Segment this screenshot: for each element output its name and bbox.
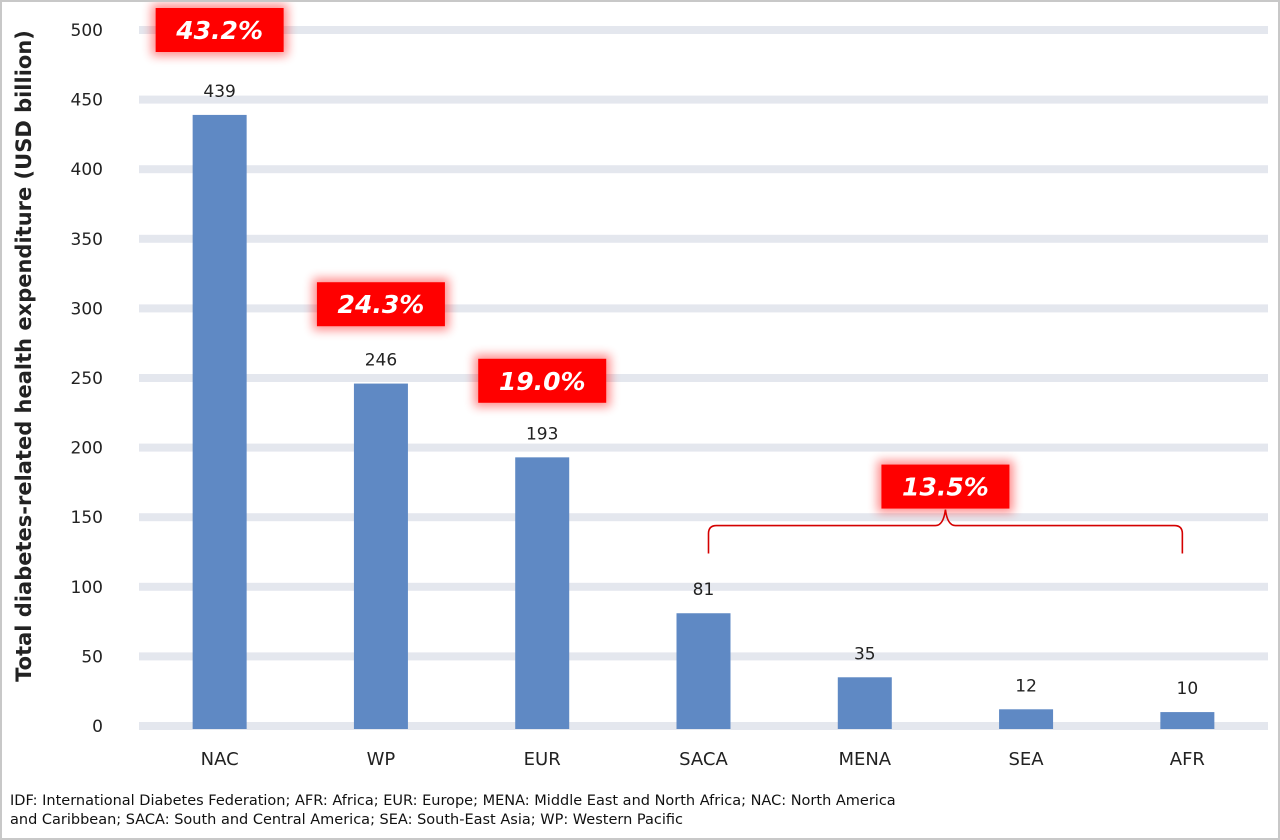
y-tick-label: 50 <box>81 647 103 667</box>
value-label-sea: 12 <box>1015 676 1037 696</box>
y-tick-label: 150 <box>71 508 103 528</box>
gridline <box>139 582 1268 591</box>
share-badge <box>155 8 284 52</box>
value-label-saca: 81 <box>693 580 715 600</box>
share-badge-label: 13.5% <box>902 473 989 502</box>
gridline <box>139 374 1268 382</box>
gridline <box>139 443 1268 452</box>
y-tick-label: 200 <box>71 439 103 459</box>
share-badge <box>881 464 1010 509</box>
x-tick-label-nac: NAC <box>201 749 239 770</box>
bar-eur <box>515 457 570 729</box>
value-label-nac: 439 <box>203 82 235 102</box>
share-badge-label: 19.0% <box>499 367 586 396</box>
share-badge-label: 24.3% <box>338 290 425 319</box>
gridline <box>139 513 1268 522</box>
share-badge <box>316 282 445 327</box>
y-tick-label: 100 <box>71 578 103 598</box>
y-tick-label: 0 <box>92 717 103 737</box>
gridline <box>139 26 1268 34</box>
bar-chart: 0 50 100 150 200 250 300 350 400 450 500 439 NAC 246 W… <box>12 4 1268 770</box>
gridline <box>139 234 1268 243</box>
footnote: IDF: International Diabetes Federation; … <box>10 793 896 828</box>
x-tick-label-saca: SACA <box>679 749 728 770</box>
value-label-mena: 35 <box>854 644 876 664</box>
gridline <box>139 165 1268 174</box>
bar-wp <box>353 383 408 729</box>
y-tick-label: 400 <box>71 160 103 180</box>
x-tick-label-sea: SEA <box>1009 749 1045 770</box>
x-tick-label-mena: MENA <box>838 749 891 770</box>
bar-afr <box>1160 712 1215 729</box>
y-tick-label: 450 <box>71 91 103 111</box>
bar-sea <box>999 709 1054 729</box>
y-tick-label: 250 <box>71 369 103 389</box>
y-tick-label: 350 <box>71 230 103 250</box>
y-axis-title: Total diabetes-related health expenditur… <box>12 30 36 682</box>
gridline <box>139 304 1268 313</box>
share-badge-label: 43.2% <box>175 16 263 45</box>
bar-mena <box>837 677 892 729</box>
x-tick-label-eur: EUR <box>524 749 561 770</box>
share-badge <box>478 358 607 403</box>
x-tick-label-wp: WP <box>367 749 396 770</box>
x-tick-label-afr: AFR <box>1170 749 1205 770</box>
gridline <box>139 95 1268 104</box>
value-label-wp: 246 <box>365 351 397 371</box>
y-tick-label: 300 <box>71 299 103 319</box>
bar-saca <box>676 613 731 729</box>
value-label-afr: 10 <box>1177 679 1199 699</box>
value-label-eur: 193 <box>526 424 558 444</box>
y-tick-label: 500 <box>71 21 103 41</box>
bar-nac <box>192 114 247 730</box>
